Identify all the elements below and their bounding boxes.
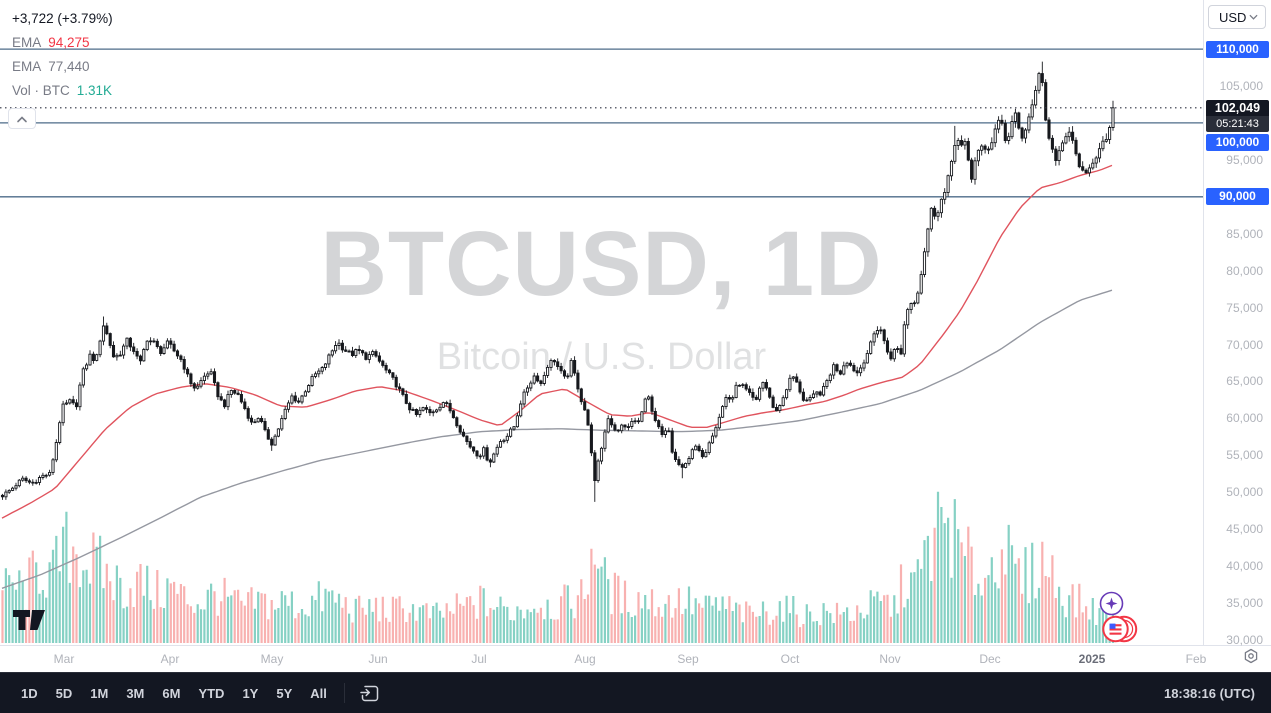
chart-canvas[interactable]: [0, 0, 1203, 645]
indicator-label: Vol · BTC: [12, 82, 70, 98]
chart-legend: +3,722 (+3.79%) EMA 94,275 EMA 77,440 Vo…: [8, 6, 113, 129]
go-to-date-button[interactable]: [353, 681, 386, 706]
toolbar-divider: [343, 683, 345, 703]
time-tick-year: 2025: [1078, 652, 1106, 666]
price-axis[interactable]: USD 105,000 95,000 85,000 80,000 75,000 70,00…: [1203, 0, 1271, 664]
last-price-badge: 102,049 05:21:43: [1206, 99, 1269, 132]
price-tick: 50,000: [1226, 485, 1263, 500]
toolbar-clock[interactable]: 18:38:16 (UTC): [1163, 685, 1255, 701]
range-button-1m[interactable]: 1M: [81, 681, 117, 706]
indicator-value: 77,440: [48, 58, 90, 74]
bar-countdown: 05:21:43: [1206, 115, 1269, 132]
price-tick: 75,000: [1226, 300, 1263, 315]
range-button-3m[interactable]: 3M: [117, 681, 153, 706]
price-tick: 60,000: [1226, 411, 1263, 426]
time-tick: Mar: [53, 652, 75, 666]
level-price-badge: 90,000: [1206, 188, 1269, 206]
currency-coins-button[interactable]: [1101, 614, 1139, 650]
sparkle-icon: [1099, 591, 1124, 616]
currency-selector-value: USD: [1219, 9, 1247, 25]
axis-settings-button[interactable]: [1243, 648, 1259, 669]
chevron-up-icon: [17, 115, 27, 122]
time-tick: Feb: [1185, 652, 1207, 666]
price-tick: 85,000: [1226, 226, 1263, 241]
tradingview-logo-icon: [13, 610, 45, 630]
price-tick: 80,000: [1226, 263, 1263, 278]
calendar-goto-icon: [360, 685, 379, 701]
price-tick: 45,000: [1226, 522, 1263, 537]
gear-icon: [1244, 648, 1258, 664]
price-tick: 70,000: [1226, 337, 1263, 352]
time-axis[interactable]: Mar Apr May Jun Jul Aug Sep Oct Nov Dec 2025 Feb: [0, 645, 1271, 672]
range-button-ytd[interactable]: YTD: [189, 681, 233, 706]
indicator-value: 1.31K: [76, 82, 113, 98]
ai-sparkle-button[interactable]: [1099, 591, 1124, 621]
range-button-1y[interactable]: 1Y: [233, 681, 267, 706]
time-tick: Jul: [471, 652, 487, 666]
currency-selector[interactable]: USD: [1208, 5, 1266, 29]
chevron-down-icon: [1249, 14, 1258, 20]
time-tick: Oct: [780, 652, 800, 666]
range-button-5d[interactable]: 5D: [47, 681, 82, 706]
time-tick: Dec: [979, 652, 1001, 666]
price-tick: 55,000: [1226, 448, 1263, 463]
level-price-badge: 100,000: [1206, 134, 1269, 151]
price-tick: 35,000: [1226, 596, 1263, 611]
time-tick: Apr: [160, 652, 180, 666]
time-tick: Aug: [574, 652, 596, 666]
time-tick: Jun: [368, 652, 388, 666]
level-price-badge: 110,000: [1206, 40, 1269, 58]
price-tick: 30,000: [1226, 633, 1263, 647]
range-buttons: 1D 5D 1M 3M 6M YTD 1Y 5Y All: [12, 681, 336, 706]
price-change-row: +3,722 (+3.79%): [12, 6, 113, 30]
indicator-label: EMA: [12, 58, 42, 74]
indicator-value: 94,275: [48, 34, 90, 50]
range-button-5y[interactable]: 5Y: [267, 681, 301, 706]
range-button-all[interactable]: All: [301, 681, 336, 706]
indicator-row-volume[interactable]: Vol · BTC 1.31K: [12, 78, 113, 102]
last-price-value: 102,049: [1206, 99, 1269, 116]
range-button-6m[interactable]: 6M: [153, 681, 189, 706]
chart-region: BTCUSD, 1D Bitcoin / U.S. Dollar +3,722 …: [0, 0, 1203, 645]
price-tick: 95,000: [1226, 152, 1263, 167]
price-tick: 40,000: [1226, 559, 1263, 574]
price-change-value: +3,722 (+3.79%): [12, 10, 113, 26]
time-tick: Nov: [879, 652, 901, 666]
price-tick: 105,000: [1219, 79, 1263, 93]
indicator-row-ema-fast[interactable]: EMA 94,275: [12, 30, 113, 54]
time-tick: Sep: [677, 652, 699, 666]
price-tick: 65,000: [1226, 374, 1263, 389]
usd-coins-icon: [1102, 615, 1138, 643]
indicator-row-ema-slow[interactable]: EMA 77,440: [12, 54, 113, 78]
tradingview-logo[interactable]: [11, 606, 47, 637]
bottom-toolbar: 1D 5D 1M 3M 6M YTD 1Y 5Y All 18:38:16 (UTC): [0, 672, 1271, 713]
indicator-label: EMA: [12, 34, 42, 50]
range-button-1d[interactable]: 1D: [12, 681, 47, 706]
legend-collapse-button[interactable]: [8, 108, 36, 129]
time-tick: May: [260, 652, 284, 666]
